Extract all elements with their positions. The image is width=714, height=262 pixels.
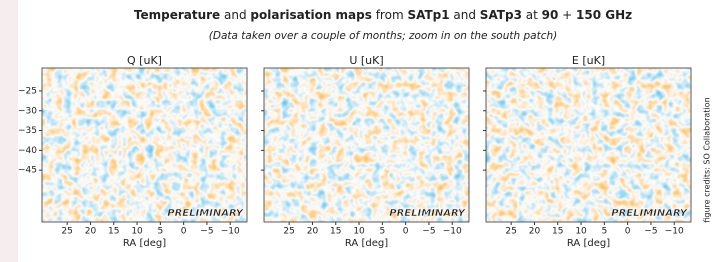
x-tick-label: −10 [443,227,462,237]
x-tick-label: 5 [157,227,163,237]
y-tick-label: −40 [18,146,37,156]
map [486,68,691,222]
x-tick-label: 0 [403,227,409,237]
title-part: polarisation maps [250,8,371,22]
x-tick-label: −5 [200,227,213,237]
x-tick-label: −10 [221,227,240,237]
x-tick-label: 10 [575,227,587,237]
title-part: SATp1 [407,8,449,22]
x-tick-label: 20 [529,227,541,237]
side-strip [0,0,18,262]
title-part: from [372,8,408,22]
x-tick-label: −5 [644,227,657,237]
title-part: + [558,8,576,22]
x-label: RA [deg] [567,238,610,249]
x-tick-label: 0 [181,227,187,237]
x-tick-label: 5 [379,227,385,237]
x-tick-label: 15 [552,227,563,237]
title-part: and [450,8,480,22]
x-tick-label: 25 [505,227,516,237]
y-tick-label: −30 [18,106,37,116]
x-tick-label: 20 [85,227,97,237]
title: Temperature and polarisation maps from S… [134,8,632,22]
x-tick-label: 5 [601,227,607,237]
panel-title: Q [uK] [127,54,162,67]
stamp: PRELIMINARY [389,208,467,219]
subtitle: (Data taken over a couple of months; zoo… [209,30,557,42]
x-tick-label: 15 [108,227,119,237]
stamp: PRELIMINARY [611,208,689,219]
x-tick-label: −10 [665,227,684,237]
y-tick-label: −45 [18,166,37,176]
x-tick-label: 25 [61,227,72,237]
title-part: SATp3 [480,8,522,22]
x-tick-label: −5 [422,227,435,237]
title-part: 150 GHz [576,8,632,22]
x-tick-label: 20 [307,227,319,237]
x-tick-label: 10 [131,227,143,237]
map [42,68,247,222]
x-tick-label: 0 [625,227,631,237]
title-part: at [522,8,542,22]
title-part: 90 [542,8,559,22]
y-tick-label: −35 [18,126,37,136]
x-tick-label: 15 [330,227,341,237]
credit: figure credits: SO Collaboration [703,97,712,222]
panel-title: E [uK] [572,54,605,67]
x-tick-label: 10 [353,227,365,237]
x-label: RA [deg] [123,238,166,249]
title-part: and [220,8,250,22]
map [264,68,469,222]
x-label: RA [deg] [345,238,388,249]
figure: Temperature and polarisation maps from S… [0,0,714,262]
x-tick-label: 25 [283,227,294,237]
stamp: PRELIMINARY [167,208,245,219]
panel-title: U [uK] [349,54,383,67]
y-tick-label: −25 [18,86,37,96]
title-part: Temperature [134,8,220,22]
